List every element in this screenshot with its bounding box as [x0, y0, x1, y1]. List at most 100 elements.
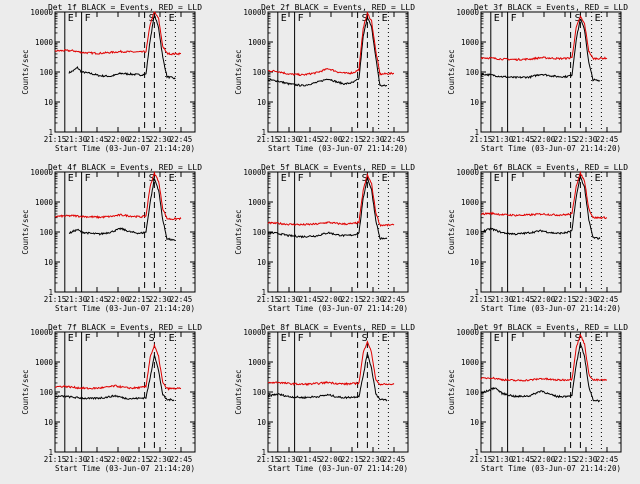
panel-3-xtick-label: 22:15	[554, 135, 577, 144]
panel-1-xtick-label: 22:30	[149, 135, 172, 144]
panel-1-region-letter: E	[68, 13, 74, 24]
panel-2-xtick-label: 22:00	[320, 135, 343, 144]
panel-7-ylabel: Counts/sec	[21, 369, 30, 414]
panel-3-ytick-label: 10000	[456, 8, 479, 17]
panel-9-region-letter: E	[595, 333, 601, 344]
panel-8-ytick-label: 100	[252, 388, 266, 397]
panel-9-frame	[480, 331, 622, 453]
panel-2-ytick-label: 10	[257, 98, 267, 107]
panel-6-events-series	[480, 175, 601, 240]
panel-1-xtick-label: 21:45	[86, 135, 109, 144]
panel-9-ytick-label: 1	[474, 448, 479, 457]
panel-8-region-letter: E	[382, 333, 388, 344]
panel-3-title: Det 3f BLACK = Events, RED = LLD	[474, 3, 628, 12]
panel-1-xtick-label: 22:45	[170, 135, 193, 144]
panel-6-ytick-label: 1000	[461, 198, 480, 207]
panel-7-region-letter: F	[85, 333, 91, 344]
panel-6-ytick-label: 10000	[456, 168, 479, 177]
panel-4-ytick-label: 1000	[35, 198, 54, 207]
panel-4-ytick-label: 1	[48, 288, 53, 297]
panel-9-xtick-label: 22:15	[554, 455, 577, 464]
panel-5-ytick-label: 10	[257, 258, 267, 267]
panel-3-xtick-label: 21:30	[491, 135, 514, 144]
panel-1-region-letter: E	[169, 13, 175, 24]
panel-1-ylabel: Counts/sec	[21, 49, 30, 94]
panel-4-region-letter: E	[169, 173, 175, 184]
panel-6-region-letter: E	[595, 173, 601, 184]
panel-7-xtick-label: 22:45	[170, 455, 193, 464]
panel-1-region-letter: S	[149, 13, 155, 24]
panel-8-ytick-label: 1000	[248, 358, 267, 367]
panel-6-xlabel: Start Time (03-Jun-07 21:14:20)	[481, 304, 621, 313]
panel-5-ytick-label: 10000	[243, 168, 266, 177]
panel-7-region-letter: E	[169, 333, 175, 344]
panel-9-ylabel: Counts/sec	[447, 369, 456, 414]
panel-5-xtick-label: 22:15	[341, 295, 364, 304]
panel-5-ytick-label: 100	[252, 228, 266, 237]
panel-5-xtick-label: 22:00	[320, 295, 343, 304]
panel-1-ytick-label: 10	[44, 98, 54, 107]
panel-7-ytick-label: 10000	[30, 328, 53, 337]
panel-2-xlabel: Start Time (03-Jun-07 21:14:20)	[268, 144, 408, 153]
panel-5-xlabel: Start Time (03-Jun-07 21:14:20)	[268, 304, 408, 313]
panel-3-region-letter: E	[595, 13, 601, 24]
panel-9-ytick-label: 100	[465, 388, 479, 397]
panel-8-ytick-label: 1	[261, 448, 266, 457]
panel-7-region-letter: S	[149, 333, 155, 344]
panel-9-title: Det 9f BLACK = Events, RED = LLD	[474, 323, 628, 332]
panel-7-region-letter: E	[68, 333, 74, 344]
panel-8-frame	[267, 331, 409, 453]
panel-8-region-letter: E	[281, 333, 287, 344]
panel-1-events-series	[68, 14, 176, 80]
panel-4-xtick-label: 22:30	[149, 295, 172, 304]
panel-2-xtick-label: 21:30	[278, 135, 301, 144]
panel-1-ytick-label: 1000	[35, 38, 54, 47]
panel-7-xtick-label: 21:45	[86, 455, 109, 464]
panel-3-xtick-label: 22:45	[596, 135, 619, 144]
panel-7-title: Det 7f BLACK = Events, RED = LLD	[48, 323, 202, 332]
panel-6-xtick-label: 21:15	[470, 295, 493, 304]
panel-3-xtick-label: 22:00	[533, 135, 556, 144]
panel-1-xtick-label: 22:00	[107, 135, 130, 144]
panel-8-region-letter: S	[362, 333, 368, 344]
panel-4-xtick-label: 22:00	[107, 295, 130, 304]
panel-3-xtick-label: 21:45	[512, 135, 535, 144]
panel-6-xtick-label: 22:45	[596, 295, 619, 304]
panel-2-xtick-label: 21:15	[257, 135, 280, 144]
panel-9-ytick-label: 10	[470, 418, 480, 427]
panel-2-region-letter: E	[382, 13, 388, 24]
panel-7-ytick-label: 100	[39, 388, 53, 397]
panel-6-ytick-label: 10	[470, 258, 480, 267]
panel-2-region-letter: F	[298, 13, 304, 24]
panel-2-region-letter: S	[362, 13, 368, 24]
panel-5-xtick-label: 21:45	[299, 295, 322, 304]
panel-3-region-letter: F	[511, 13, 517, 24]
panel-7-xtick-label: 22:00	[107, 455, 130, 464]
panel-2-xtick-label: 22:45	[383, 135, 406, 144]
panel-9-xtick-label: 22:00	[533, 455, 556, 464]
panel-3-ytick-label: 100	[465, 68, 479, 77]
panel-5-ylabel: Counts/sec	[234, 209, 243, 254]
panel-4-xtick-label: 22:45	[170, 295, 193, 304]
panel-1-xtick-label: 21:30	[65, 135, 88, 144]
panel-5-frame	[267, 171, 409, 293]
panel-5-region-letter: F	[298, 173, 304, 184]
panel-4-xtick-label: 22:15	[128, 295, 151, 304]
panel-8-xtick-label: 22:30	[362, 455, 385, 464]
panel-1-frame	[54, 11, 196, 133]
panel-9-xtick-label: 22:45	[596, 455, 619, 464]
panel-4-region-letter: E	[68, 173, 74, 184]
panel-5-ytick-label: 1000	[248, 198, 267, 207]
panel-2-xtick-label: 22:30	[362, 135, 385, 144]
panel-9-xtick-label: 22:30	[575, 455, 598, 464]
panel-6-ytick-label: 100	[465, 228, 479, 237]
panel-8-xtick-label: 22:45	[383, 455, 406, 464]
panel-5-lld-series	[267, 172, 395, 228]
panel-2-lld-series	[268, 11, 394, 77]
panel-5-region-letter: E	[382, 173, 388, 184]
panel-9-ytick-label: 1000	[461, 358, 480, 367]
panel-1-lld-series	[54, 11, 182, 56]
panel-2-frame	[267, 11, 409, 133]
panel-8-xlabel: Start Time (03-Jun-07 21:14:20)	[268, 464, 408, 473]
